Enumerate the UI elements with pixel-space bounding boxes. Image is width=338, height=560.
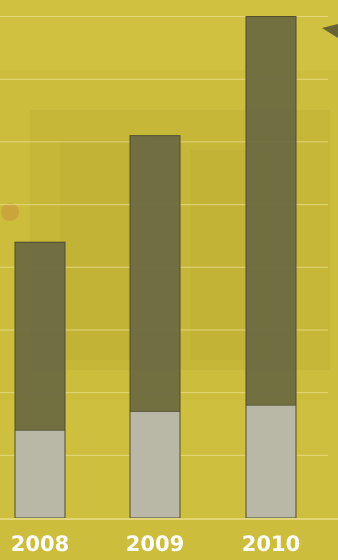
bar-upper-2010	[246, 16, 296, 406]
background-ornament	[1, 203, 19, 221]
bar-lower-2009	[129, 410, 181, 519]
x-tick-label-2010: 2010	[242, 532, 300, 556]
x-tick-label-2008: 2008	[11, 532, 69, 556]
bar-lower-2008	[14, 429, 66, 519]
bars	[14, 16, 297, 519]
x-tick-label-2009: 2009	[126, 532, 184, 556]
bar-lower-2010	[245, 404, 297, 519]
bar-upper-2008	[15, 242, 65, 431]
background-corner-shape	[322, 24, 338, 38]
x-axis-ticks: 2008 2009 2010	[11, 532, 300, 556]
bar-upper-2009	[130, 135, 180, 412]
